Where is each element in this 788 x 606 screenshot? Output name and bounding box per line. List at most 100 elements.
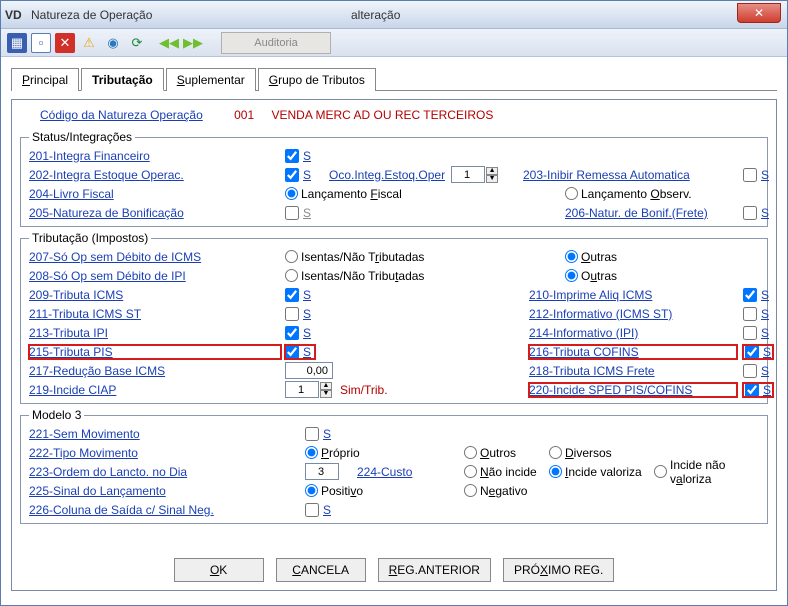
f220-check[interactable] — [745, 383, 759, 397]
f224-label[interactable]: 224-Custo — [357, 465, 412, 479]
f208-label[interactable]: 208-Só Op sem Débito de IPI — [29, 269, 285, 283]
f207-opt1[interactable] — [285, 250, 298, 263]
f217-label[interactable]: 217-Redução Base ICMS — [29, 364, 285, 378]
ok-button[interactable]: OK — [174, 558, 264, 582]
f215-check[interactable] — [285, 345, 299, 359]
f210-check[interactable] — [743, 288, 757, 302]
f220-label[interactable]: 220-Incide SPED PIS/COFINS — [529, 383, 737, 397]
f217-num[interactable] — [285, 362, 333, 379]
f202-check[interactable] — [285, 168, 299, 182]
f225-o2[interactable] — [464, 484, 477, 497]
f212-label[interactable]: 212-Informativo (ICMS ST) — [529, 307, 737, 321]
toolbar-file-icon[interactable]: ▦ — [7, 33, 27, 53]
f207-label[interactable]: 207-Só Op sem Débito de ICMS — [29, 250, 285, 264]
f214-label[interactable]: 214-Informativo (IPI) — [529, 326, 737, 340]
f212-check[interactable] — [743, 307, 757, 321]
f215-label[interactable]: 215-Tributa PIS — [29, 345, 281, 359]
f221-val: S — [323, 427, 331, 441]
f225-label[interactable]: 225-Sinal do Lançamento — [29, 484, 305, 498]
f219-num[interactable] — [285, 381, 319, 398]
f220-val: S — [763, 383, 771, 397]
f207-opt2[interactable] — [565, 250, 578, 263]
toolbar-warning-icon[interactable]: ⚠ — [79, 33, 99, 53]
f222-o3[interactable] — [549, 446, 562, 459]
f201-label[interactable]: 201-Integra Financeiro — [29, 149, 285, 163]
f208-opt1[interactable] — [285, 269, 298, 282]
f204-opt2[interactable] — [565, 187, 578, 200]
f222-o2[interactable] — [464, 446, 477, 459]
toolbar-prev-icon[interactable]: ◀◀ — [159, 33, 179, 53]
f221-label[interactable]: 221-Sem Movimento — [29, 427, 305, 441]
tab-tributacao[interactable]: Tributação — [81, 68, 164, 91]
tab-principal[interactable]: Principal — [11, 68, 79, 91]
f203-check[interactable] — [743, 168, 757, 182]
f205-label[interactable]: 205-Natureza de Bonificação — [29, 206, 285, 220]
f208-opt2-label: Outras — [581, 269, 617, 283]
f223-num[interactable] — [305, 463, 339, 480]
f211-label[interactable]: 211-Tributa ICMS ST — [29, 307, 285, 321]
mod3-legend: Modelo 3 — [29, 408, 84, 422]
next-button[interactable]: PRÓXIMO REG. — [503, 558, 614, 582]
f209-label[interactable]: 209-Tributa ICMS — [29, 288, 285, 302]
header-label[interactable]: Código da Natureza Operação — [40, 108, 203, 122]
f214-check[interactable] — [743, 326, 757, 340]
f211-check[interactable] — [285, 307, 299, 321]
f218-check[interactable] — [743, 364, 757, 378]
toolbar-globe-icon[interactable]: ◉ — [103, 33, 123, 53]
f222-label[interactable]: 222-Tipo Movimento — [29, 446, 305, 460]
f206-label[interactable]: 206-Natur. de Bonif.(Frete) — [565, 206, 708, 220]
f216-label[interactable]: 216-Tributa COFINS — [529, 345, 737, 359]
f226-val: S — [323, 503, 331, 517]
f205-check[interactable] — [285, 206, 299, 220]
f224-o2[interactable] — [549, 465, 562, 478]
f206-check[interactable] — [743, 206, 757, 220]
f213-check[interactable] — [285, 326, 299, 340]
f226-check[interactable] — [305, 503, 319, 517]
tab-grupo-tributos[interactable]: Grupo de Tributos — [258, 68, 376, 91]
f221-check[interactable] — [305, 427, 319, 441]
f204-opt1[interactable] — [285, 187, 298, 200]
f202-extra-label[interactable]: Oco.Integ.Estoq.Oper — [329, 168, 445, 182]
app-icon: VD — [5, 8, 25, 22]
f204-label[interactable]: 204-Livro Fiscal — [29, 187, 285, 201]
toolbar-new-icon[interactable]: ▫ — [31, 33, 51, 53]
f226-label[interactable]: 226-Coluna de Saída c/ Sinal Neg. — [29, 503, 305, 517]
toolbar-delete-icon[interactable]: ✕ — [55, 33, 75, 53]
f205-val: S — [303, 206, 311, 220]
f219-spin[interactable]: ▲▼ — [320, 382, 332, 398]
f213-label[interactable]: 213-Tributa IPI — [29, 326, 285, 340]
toolbar-next-icon[interactable]: ▶▶ — [183, 33, 203, 53]
f216-val: S — [763, 345, 771, 359]
f202-num[interactable] — [451, 166, 485, 183]
f219-label[interactable]: 219-Incide CIAP — [29, 383, 285, 397]
close-button[interactable]: ✕ — [737, 3, 781, 23]
toolbar-refresh-icon[interactable]: ⟳ — [127, 33, 147, 53]
f203-label[interactable]: 203-Inibir Remessa Automatica — [523, 168, 690, 182]
f201-val: S — [303, 149, 311, 163]
tab-suplementar[interactable]: Suplementar — [166, 68, 256, 91]
f208-opt2[interactable] — [565, 269, 578, 282]
f224-o1[interactable] — [464, 465, 477, 478]
f225-o1[interactable] — [305, 484, 318, 497]
f202-spin[interactable]: ▲▼ — [486, 167, 498, 183]
f219-text: Sim/Trib. — [340, 383, 388, 397]
f201-check[interactable] — [285, 149, 299, 163]
f204-opt2-label: Lançamento Observ. — [581, 187, 692, 201]
f222-o1[interactable] — [305, 446, 318, 459]
f207-opt2-label: Outras — [581, 250, 617, 264]
f209-check[interactable] — [285, 288, 299, 302]
f218-label[interactable]: 218-Tributa ICMS Frete — [529, 364, 737, 378]
f224-o3[interactable] — [654, 465, 667, 478]
cancel-button[interactable]: CANCELA — [276, 558, 366, 582]
status-group: Status/Integrações 201-Integra Financeir… — [20, 130, 768, 227]
f202-label[interactable]: 202-Integra Estoque Operac. — [29, 168, 285, 182]
f222-o2-label: Outros — [480, 446, 516, 460]
f210-label[interactable]: 210-Imprime Aliq ICMS — [529, 288, 737, 302]
f216-check[interactable] — [745, 345, 759, 359]
auditoria-button[interactable]: Auditoria — [221, 32, 331, 54]
f222-o1-label: Próprio — [321, 446, 360, 460]
f223-label[interactable]: 223-Ordem do Lancto. no Dia — [29, 465, 305, 479]
header-code: 001 — [234, 108, 254, 122]
f218-val: S — [761, 364, 769, 378]
prev-button[interactable]: REG.ANTERIOR — [378, 558, 491, 582]
